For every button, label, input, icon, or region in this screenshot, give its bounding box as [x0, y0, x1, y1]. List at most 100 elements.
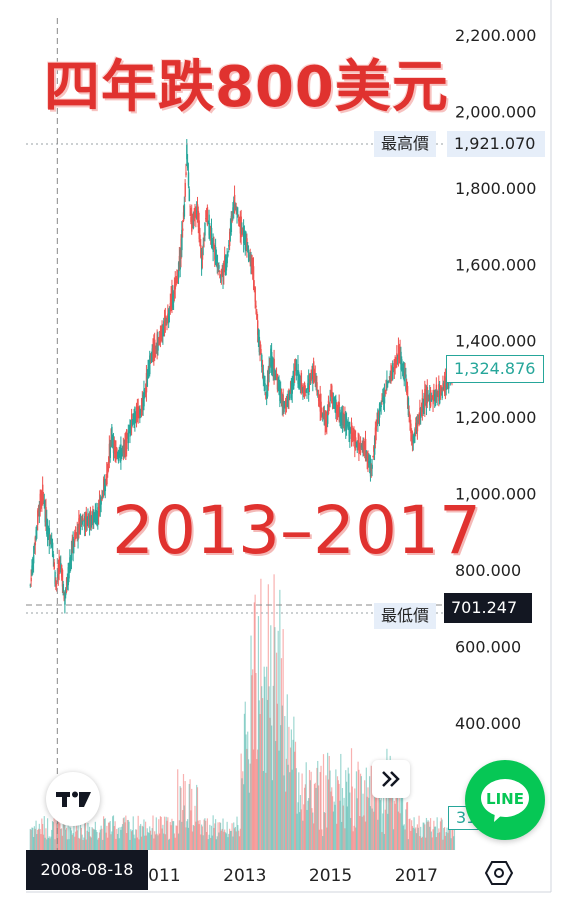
volume-bar [161, 828, 163, 850]
candle-body [143, 389, 145, 407]
candle-body [261, 364, 264, 373]
candle-body [225, 257, 228, 271]
volume-bar [293, 716, 295, 850]
candle-body [394, 356, 396, 367]
volume-bar [157, 835, 159, 850]
candle-body [222, 267, 224, 282]
volume-bar [387, 813, 389, 850]
volume-bar [276, 703, 278, 850]
y-tick-label: 2,200.000 [455, 26, 536, 45]
volume-bar [375, 795, 377, 850]
volume-bar [262, 771, 264, 850]
volume-bar [206, 818, 208, 850]
volume-bar [426, 821, 428, 850]
candle-body [92, 509, 94, 523]
candle-body [169, 302, 172, 312]
candle-body [297, 364, 299, 385]
volume-bar [147, 832, 149, 850]
candle-body [32, 558, 34, 570]
candle-body [350, 428, 352, 430]
candle-body [310, 376, 312, 381]
volume-bar [196, 787, 199, 850]
candle-body [360, 444, 363, 448]
volume-bar [261, 698, 264, 850]
candle-body [378, 411, 380, 416]
volume-bar [414, 828, 416, 850]
candle-body [124, 441, 126, 451]
candle-body [121, 446, 124, 456]
candle-body [262, 372, 265, 381]
volume-bar [411, 820, 413, 850]
volume-bar [353, 825, 355, 850]
candle-body [154, 339, 156, 353]
scroll-to-latest-button[interactable] [372, 760, 410, 798]
volume-bar [172, 821, 174, 850]
candle-body [411, 435, 413, 440]
volume-bar [93, 829, 95, 850]
volume-bar [453, 836, 455, 850]
y-tick-label: 600.000 [455, 637, 521, 656]
volume-bar [377, 819, 379, 850]
candle-body [324, 414, 326, 426]
candle-body [406, 386, 409, 405]
volume-bar [62, 816, 64, 850]
volume-bar [205, 832, 208, 850]
candle-body [415, 423, 418, 430]
candle-body [201, 257, 203, 270]
volume-bar [451, 824, 453, 850]
candle-body [56, 581, 58, 583]
volume-bar [364, 780, 366, 850]
volume-bar [218, 832, 220, 850]
volume-bar [372, 787, 374, 850]
line-share-button[interactable]: LINE [465, 760, 545, 840]
volume-bar [75, 819, 78, 850]
volume-bar [337, 780, 339, 850]
tradingview-logo[interactable] [46, 772, 100, 826]
volume-bar [69, 826, 71, 850]
volume-bar [284, 716, 286, 850]
volume-bar [340, 753, 342, 850]
candle-body [304, 394, 307, 396]
candle-body [303, 385, 305, 395]
volume-bar [156, 833, 158, 850]
candle-body [423, 395, 425, 407]
volume-bar [173, 833, 176, 850]
volume-bar [393, 800, 395, 850]
volume-bar [187, 827, 190, 850]
candle-body [333, 397, 336, 405]
candle-body [253, 286, 256, 288]
volume-bar [132, 816, 134, 850]
volume-bar [53, 817, 55, 850]
volume-bar [366, 796, 368, 850]
volume-bar [401, 784, 403, 850]
volume-bar [343, 797, 345, 850]
volume-bar [248, 792, 250, 850]
volume-bar [257, 749, 259, 850]
volume-bar [267, 584, 269, 850]
volume-bar [447, 832, 449, 850]
volume-bar [266, 699, 269, 850]
candle-body [377, 409, 379, 425]
volume-bar [359, 773, 362, 850]
candle-body [193, 212, 195, 222]
volume-bar [82, 839, 84, 850]
volume-bar [105, 832, 107, 850]
candle-body [317, 393, 320, 402]
candle-body [175, 278, 177, 286]
candle-body [364, 438, 367, 459]
volume-bar [289, 747, 292, 850]
candle-body [308, 378, 310, 396]
volume-bar [233, 822, 235, 850]
candlestick-series [29, 139, 456, 614]
candle-body [42, 484, 44, 499]
candle-body [126, 433, 129, 437]
candle-body [264, 383, 266, 391]
candle-body [111, 426, 113, 441]
candle-body [248, 255, 251, 258]
volume-bar [408, 819, 410, 850]
volume-bar [312, 812, 314, 850]
chart-settings-button[interactable] [484, 858, 514, 888]
candle-body [381, 398, 383, 401]
volume-bar [135, 829, 137, 850]
